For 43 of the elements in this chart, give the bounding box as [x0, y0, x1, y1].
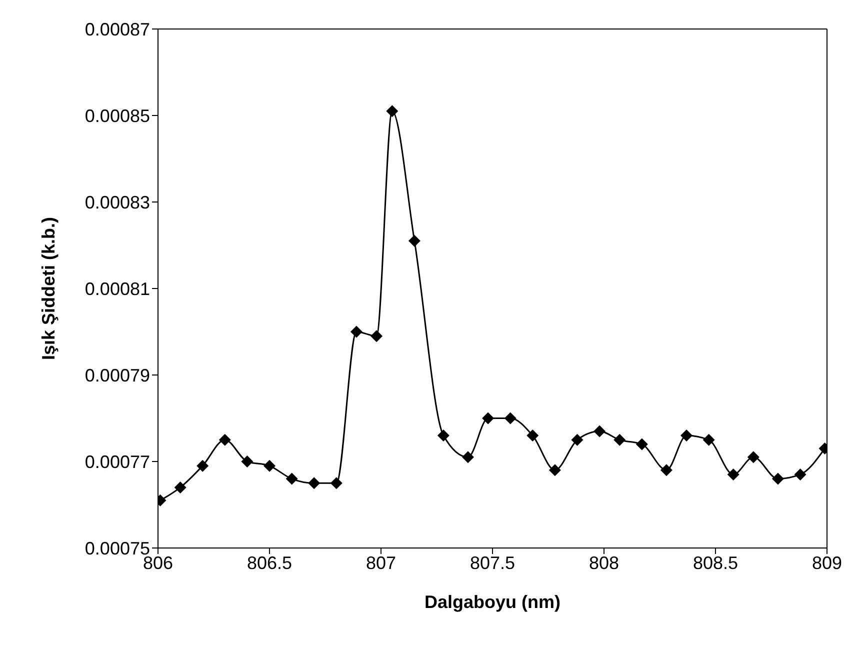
point	[571, 434, 584, 446]
point	[680, 430, 693, 442]
x-tick-label: 807.5	[470, 552, 516, 573]
point	[350, 326, 362, 338]
x-axis-title: Dalgaboyu (nm)	[424, 592, 561, 612]
point	[614, 434, 626, 446]
point	[286, 472, 298, 485]
x-tick-label: 807	[366, 552, 396, 573]
x-tick-label: 808.5	[692, 552, 738, 573]
y-tick-label: 0.00079	[84, 365, 150, 386]
point	[218, 434, 231, 446]
point	[772, 472, 784, 485]
x-tick-label: 806.5	[246, 552, 292, 573]
y-axis-title: Işık Şiddeti (k.b.)	[38, 216, 58, 360]
y-tick-label: 0.00081	[84, 278, 150, 299]
point	[196, 460, 209, 472]
x-tick-label: 808	[588, 552, 620, 573]
point	[747, 451, 760, 464]
point	[526, 430, 539, 442]
point	[504, 412, 516, 424]
x-tick-label: 809	[812, 552, 842, 573]
point	[264, 460, 276, 472]
point	[660, 464, 672, 476]
point	[794, 468, 806, 480]
y-tick-label: 0.00077	[84, 452, 150, 472]
point	[636, 438, 648, 450]
point	[308, 477, 320, 490]
point	[330, 477, 342, 490]
y-tick-label: 0.00087	[84, 19, 150, 40]
point	[174, 481, 186, 494]
point	[594, 425, 606, 438]
point	[241, 456, 254, 468]
point	[548, 464, 561, 476]
point	[702, 434, 715, 446]
point	[727, 468, 740, 480]
point	[386, 105, 398, 118]
point	[408, 234, 420, 247]
point	[370, 330, 383, 342]
point	[482, 412, 494, 424]
y-tick-label: 0.00083	[84, 192, 150, 212]
y-tick-label: 0.00085	[84, 106, 150, 126]
point	[462, 451, 474, 464]
point	[437, 430, 450, 442]
